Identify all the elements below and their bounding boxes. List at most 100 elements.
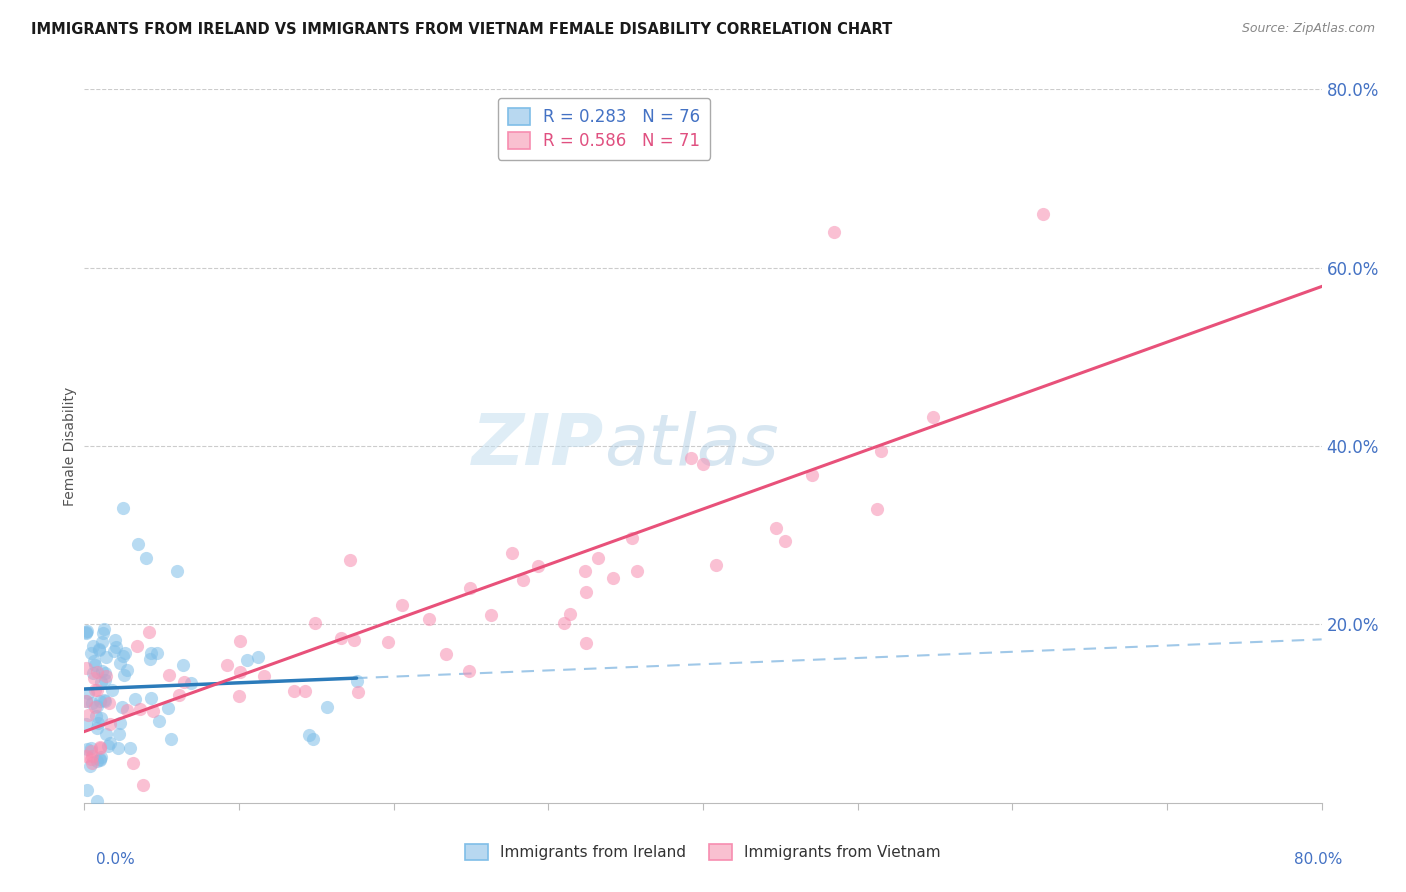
Point	[574, 564, 596, 578]
Point	[97, 697, 120, 711]
Point	[77, 685, 100, 699]
Point	[79, 752, 101, 766]
Point	[298, 728, 321, 742]
Point	[93, 623, 115, 637]
Point	[131, 778, 153, 792]
Point	[156, 701, 179, 715]
Point	[98, 717, 121, 731]
Point	[801, 468, 824, 483]
Point	[94, 673, 117, 688]
Point	[125, 639, 148, 653]
Point	[107, 727, 129, 741]
Text: 80.0%: 80.0%	[1295, 852, 1343, 867]
Point	[114, 647, 136, 661]
Point	[83, 671, 105, 685]
Point	[86, 665, 108, 679]
Point	[86, 709, 108, 723]
Point	[86, 754, 108, 768]
Point	[75, 694, 97, 708]
Point	[765, 520, 787, 534]
Point	[217, 658, 239, 673]
Point	[346, 674, 368, 689]
Point	[89, 739, 111, 754]
Text: IMMIGRANTS FROM IRELAND VS IMMIGRANTS FROM VIETNAM FEMALE DISABILITY CORRELATION: IMMIGRANTS FROM IRELAND VS IMMIGRANTS FR…	[31, 22, 893, 37]
Text: ZIP: ZIP	[472, 411, 605, 481]
Legend: Immigrants from Ireland, Immigrants from Vietnam: Immigrants from Ireland, Immigrants from…	[458, 838, 948, 866]
Point	[330, 631, 353, 645]
Point	[138, 625, 160, 640]
Point	[124, 692, 146, 706]
Point	[75, 748, 97, 763]
Point	[86, 794, 108, 808]
Point	[108, 716, 131, 731]
Text: Source: ZipAtlas.com: Source: ZipAtlas.com	[1241, 22, 1375, 36]
Point	[391, 598, 413, 612]
Point	[347, 685, 370, 699]
Point	[96, 649, 118, 664]
Point	[107, 741, 129, 756]
Point	[294, 684, 316, 698]
Point	[98, 737, 121, 751]
Point	[90, 664, 112, 678]
Point	[118, 741, 141, 756]
Point	[512, 573, 534, 587]
Point	[86, 716, 108, 731]
Point	[89, 752, 111, 766]
Point	[773, 533, 796, 548]
Point	[84, 683, 107, 698]
Point	[91, 635, 114, 649]
Point	[553, 615, 575, 630]
Point	[304, 615, 326, 630]
Point	[139, 651, 162, 665]
Point	[104, 633, 127, 648]
Point	[86, 699, 108, 714]
Point	[166, 564, 188, 578]
Point	[146, 646, 169, 660]
Point	[80, 744, 103, 758]
Point	[89, 641, 111, 656]
Point	[90, 674, 112, 689]
Point	[228, 689, 250, 703]
Y-axis label: Female Disability: Female Disability	[63, 386, 77, 506]
Point	[246, 649, 269, 664]
Point	[1032, 207, 1054, 221]
Point	[96, 669, 118, 683]
Point	[86, 721, 108, 735]
Point	[75, 717, 97, 731]
Point	[80, 756, 103, 770]
Point	[560, 607, 582, 622]
Point	[83, 657, 105, 672]
Point	[823, 225, 845, 239]
Text: 0.0%: 0.0%	[96, 852, 135, 867]
Point	[501, 546, 523, 560]
Point	[173, 675, 195, 690]
Point	[112, 667, 135, 681]
Point	[86, 683, 108, 698]
Point	[316, 700, 339, 714]
Point	[141, 690, 163, 705]
Point	[76, 741, 98, 756]
Point	[253, 669, 276, 683]
Point	[458, 665, 481, 679]
Point	[869, 444, 891, 458]
Point	[75, 694, 97, 708]
Point	[111, 648, 134, 663]
Point	[93, 692, 115, 706]
Point	[115, 663, 138, 677]
Point	[103, 644, 125, 658]
Point	[157, 668, 180, 682]
Point	[101, 682, 124, 697]
Point	[172, 657, 194, 672]
Point	[418, 612, 440, 626]
Point	[94, 666, 117, 681]
Point	[167, 688, 190, 702]
Point	[80, 740, 103, 755]
Point	[90, 711, 112, 725]
Point	[135, 550, 157, 565]
Point	[89, 741, 111, 756]
Point	[229, 665, 252, 679]
Point	[339, 553, 361, 567]
Point	[97, 739, 120, 753]
Point	[83, 654, 105, 668]
Point	[111, 700, 134, 714]
